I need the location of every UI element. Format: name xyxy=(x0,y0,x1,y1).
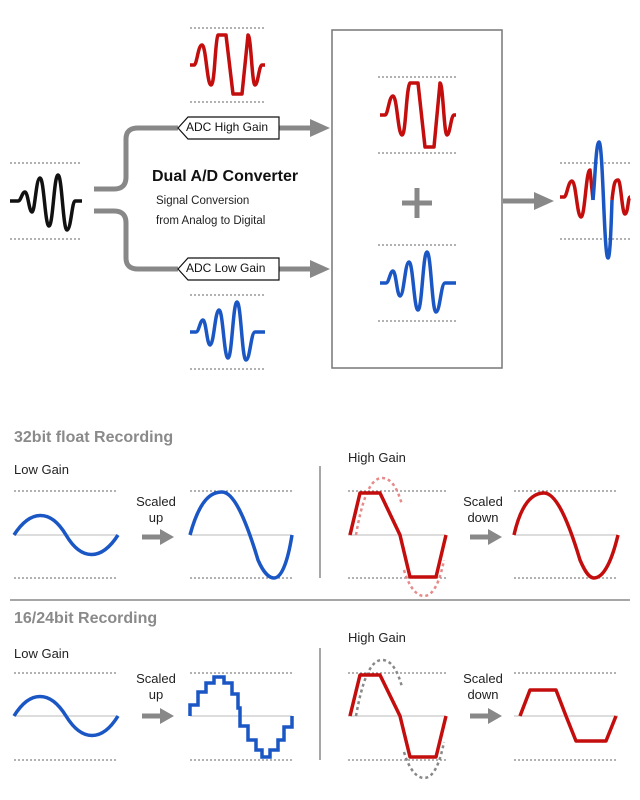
section16-scaled-down-1: Scaled xyxy=(463,671,503,686)
section16-arrow-up xyxy=(142,708,174,724)
section16-high-label: High Gain xyxy=(348,630,406,645)
section16-scaled-down-2: down xyxy=(467,687,499,702)
arrow-low-head xyxy=(310,260,330,278)
converter-subtitle-2: from Analog to Digital xyxy=(156,215,266,227)
plus-sign xyxy=(402,188,432,218)
section32-high-input xyxy=(348,476,448,598)
section32-scaled-down-2: down xyxy=(467,510,499,525)
high-gain-clipped-signal xyxy=(190,27,265,103)
section32-high-label: High Gain xyxy=(348,450,406,465)
section32-scaled-up-2: up xyxy=(148,510,164,525)
section16-title: 16/24bit Recording xyxy=(14,610,158,627)
section16-scaled-up-2: up xyxy=(148,687,164,702)
section32-scaled-down-1: Scaled xyxy=(463,494,503,509)
adc-low-tag xyxy=(177,257,280,281)
section16-arrow-down xyxy=(470,708,502,724)
adc-high-label: ADC High Gain xyxy=(186,120,269,134)
section16-low-label: Low Gain xyxy=(14,646,69,661)
combined-output-signal xyxy=(560,140,632,260)
output-arrow-head xyxy=(534,192,554,210)
section32-scaled-up-1: Scaled xyxy=(136,494,176,509)
section16-scaled-up-1: Scaled xyxy=(136,671,176,686)
converter-subtitle-1: Signal Conversion xyxy=(156,195,250,207)
section16-high-input xyxy=(348,658,448,780)
section32-low-scaled xyxy=(188,490,294,580)
section32-low-input xyxy=(12,490,120,579)
section16-low-stepped xyxy=(188,672,294,761)
box-low-signal xyxy=(378,244,456,322)
section32-arrow-down xyxy=(470,529,502,545)
adc-high-tag xyxy=(177,116,280,140)
section32-title: 32bit float Recording xyxy=(14,429,174,446)
converter-title: Dual A/D Converter xyxy=(152,168,299,185)
arrow-high-head xyxy=(310,119,330,137)
section32-high-scaled xyxy=(512,490,620,580)
section32-arrow-up xyxy=(142,529,174,545)
low-gain-signal xyxy=(190,294,265,370)
box-high-signal xyxy=(378,76,456,154)
section16-low-input xyxy=(12,672,120,761)
section32-low-label: Low Gain xyxy=(14,462,69,477)
input-signal xyxy=(10,162,82,240)
split-connectors xyxy=(94,125,310,272)
adc-low-label: ADC Low Gain xyxy=(186,261,266,275)
section16-high-scaled xyxy=(514,672,618,761)
